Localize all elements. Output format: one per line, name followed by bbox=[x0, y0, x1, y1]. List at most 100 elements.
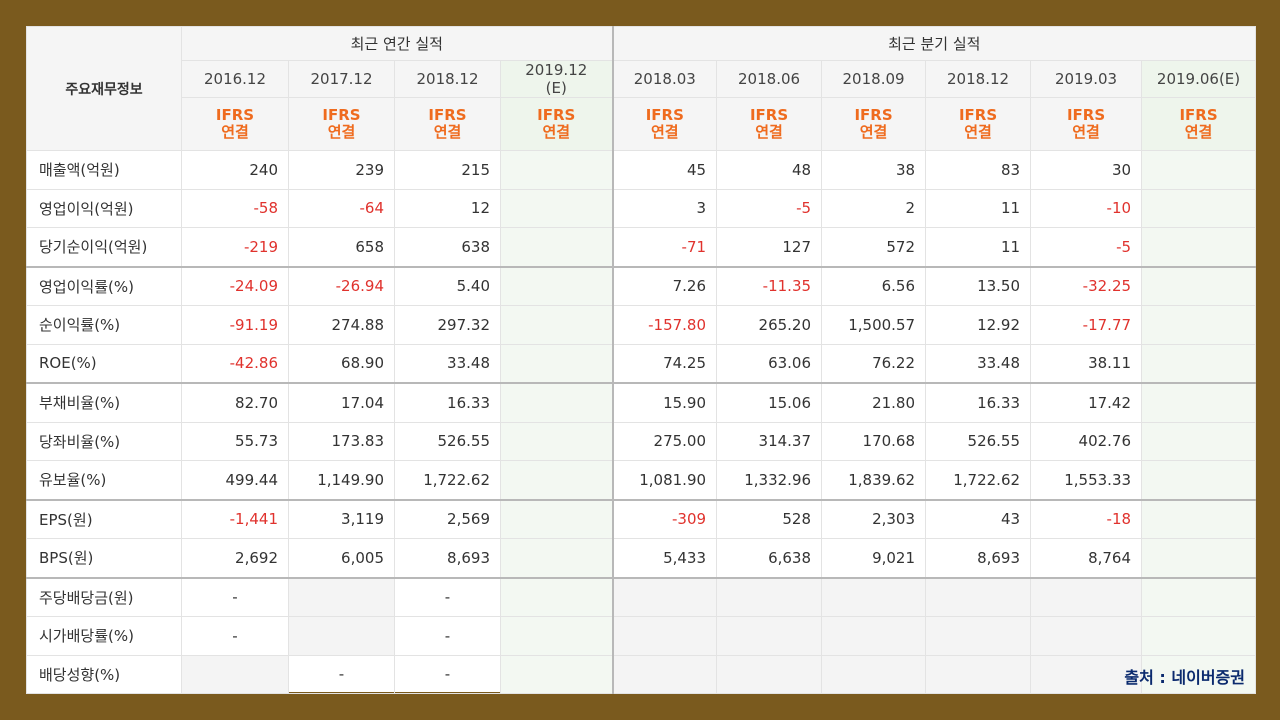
table-cell: -5 bbox=[1030, 227, 1143, 267]
table-cell: 15.90 bbox=[611, 382, 718, 423]
table-cell: 2,692 bbox=[181, 538, 289, 578]
row-label: 영업이익(억원) bbox=[26, 188, 182, 228]
table-cell: 21.80 bbox=[821, 382, 927, 423]
table-cell bbox=[925, 654, 1032, 694]
table-cell bbox=[499, 150, 614, 190]
table-cell bbox=[1030, 576, 1143, 617]
table-cell: 526.55 bbox=[925, 421, 1032, 461]
table-cell bbox=[1141, 616, 1257, 656]
table-cell bbox=[611, 616, 718, 656]
table-cell bbox=[1141, 498, 1257, 539]
table-cell: 127 bbox=[716, 227, 823, 267]
table-cell: 526.55 bbox=[394, 421, 501, 461]
table-cell bbox=[821, 616, 927, 656]
table-cell: -64 bbox=[288, 188, 395, 228]
table-cell: 1,149.90 bbox=[288, 460, 395, 500]
table-cell: -71 bbox=[611, 227, 718, 267]
period-date-header: 2018.09 bbox=[821, 60, 927, 98]
table-cell: 30 bbox=[1030, 150, 1143, 190]
table-cell bbox=[1141, 421, 1257, 461]
accounting-basis-label: IFRS 연결 bbox=[716, 97, 823, 151]
table-cell: 3 bbox=[611, 188, 718, 228]
table-cell: 572 bbox=[821, 227, 927, 267]
table-cell: -309 bbox=[611, 498, 718, 539]
table-cell: -10 bbox=[1030, 188, 1143, 228]
table-cell: - bbox=[181, 616, 289, 656]
table-cell: 17.42 bbox=[1030, 382, 1143, 423]
row-label: 매출액(억원) bbox=[26, 150, 182, 190]
accounting-basis-label: IFRS 연결 bbox=[181, 97, 289, 151]
table-cell bbox=[1141, 460, 1257, 500]
table-cell bbox=[925, 616, 1032, 656]
table-cell: 1,332.96 bbox=[716, 460, 823, 500]
row-label: 부채비율(%) bbox=[26, 382, 182, 423]
table-cell: 55.73 bbox=[181, 421, 289, 461]
table-cell: 1,722.62 bbox=[394, 460, 501, 500]
table-row: 당좌비율(%) 55.73 173.83 526.55 275.00 314.37 170.… bbox=[26, 421, 1257, 461]
table-row: 당기순이익(억원) -219 658 638 -71 127 572 11 -5 bbox=[26, 227, 1257, 267]
row-label: 배당성향(%) bbox=[26, 654, 182, 694]
table-cell: -24.09 bbox=[181, 265, 289, 306]
table-cell bbox=[499, 654, 614, 694]
period-date-header: 2019.03 bbox=[1030, 60, 1143, 98]
table-cell: 6.56 bbox=[821, 265, 927, 306]
table-cell bbox=[499, 538, 614, 578]
source-note: 출처 : 네이버증권 bbox=[1124, 668, 1245, 687]
table-cell: -157.80 bbox=[611, 305, 718, 345]
table-cell: -58 bbox=[181, 188, 289, 228]
period-date-header: 2016.12 bbox=[181, 60, 289, 98]
table-cell bbox=[499, 576, 614, 617]
table-cell bbox=[716, 616, 823, 656]
table-cell: 63.06 bbox=[716, 343, 823, 384]
table-cell: 173.83 bbox=[288, 421, 395, 461]
table-cell: -18 bbox=[1030, 498, 1143, 539]
table-cell bbox=[288, 616, 395, 656]
row-label: 당좌비율(%) bbox=[26, 421, 182, 461]
table-cell: 12 bbox=[394, 188, 501, 228]
table-cell bbox=[499, 227, 614, 267]
table-cell bbox=[181, 654, 289, 694]
table-cell: 68.90 bbox=[288, 343, 395, 384]
table-row: 시가배당률(%) - - bbox=[26, 616, 1257, 656]
row-label: 당기순이익(억원) bbox=[26, 227, 182, 267]
table-cell: 16.33 bbox=[925, 382, 1032, 423]
period-date-header: 2018.12 bbox=[394, 60, 501, 98]
table-cell: - bbox=[394, 654, 501, 694]
table-row: 영업이익(억원) -58 -64 12 3 -5 2 11 -10 bbox=[26, 188, 1257, 228]
row-label: ROE(%) bbox=[26, 343, 182, 384]
table-cell bbox=[1141, 382, 1257, 423]
table-cell: 15.06 bbox=[716, 382, 823, 423]
table-cell: -5 bbox=[716, 188, 823, 228]
quarter-group-header: 최근 분기 실적 bbox=[611, 26, 1257, 61]
row-label: 유보율(%) bbox=[26, 460, 182, 500]
period-date-header: 2019.12 (E) bbox=[499, 60, 614, 98]
table-cell: 8,693 bbox=[925, 538, 1032, 578]
table-corner-label: 주요재무정보 bbox=[26, 26, 182, 151]
table-cell: 5,433 bbox=[611, 538, 718, 578]
table-cell bbox=[1141, 265, 1257, 306]
table-cell bbox=[1141, 343, 1257, 384]
row-label: 시가배당률(%) bbox=[26, 616, 182, 656]
table-cell: 76.22 bbox=[821, 343, 927, 384]
period-date-header: 2018.03 bbox=[611, 60, 718, 98]
table-cell: 638 bbox=[394, 227, 501, 267]
table-cell: 8,764 bbox=[1030, 538, 1143, 578]
table-cell bbox=[1141, 188, 1257, 228]
table-cell: - bbox=[181, 576, 289, 617]
table-cell: 314.37 bbox=[716, 421, 823, 461]
table-cell: 275.00 bbox=[611, 421, 718, 461]
accounting-basis-label: IFRS 연결 bbox=[499, 97, 614, 151]
table-cell bbox=[499, 265, 614, 306]
table-cell: 12.92 bbox=[925, 305, 1032, 345]
table-cell: 1,722.62 bbox=[925, 460, 1032, 500]
table-row: EPS(원) -1,441 3,119 2,569 -309 528 2,303 43 -18 bbox=[26, 498, 1257, 539]
table-cell: 499.44 bbox=[181, 460, 289, 500]
table-cell: 402.76 bbox=[1030, 421, 1143, 461]
table-cell: 240 bbox=[181, 150, 289, 190]
table-cell bbox=[499, 498, 614, 539]
period-date-header: 2018.12 bbox=[925, 60, 1032, 98]
table-cell: 658 bbox=[288, 227, 395, 267]
table-cell: -91.19 bbox=[181, 305, 289, 345]
table-cell bbox=[716, 576, 823, 617]
accounting-basis-label: IFRS 연결 bbox=[288, 97, 395, 151]
